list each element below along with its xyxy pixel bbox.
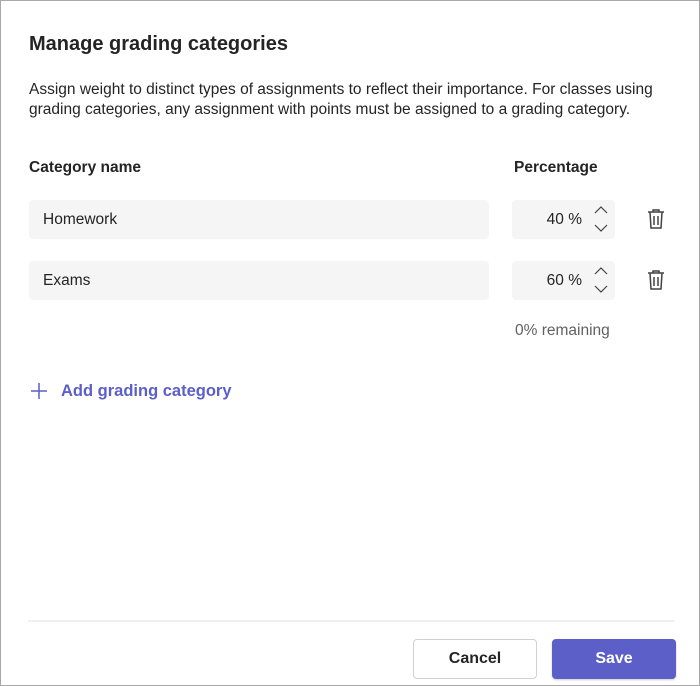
dialog-title: Manage grading categories: [29, 33, 288, 55]
delete-icon[interactable]: [646, 208, 666, 230]
percentage-value: 40 %: [546, 211, 582, 228]
divider: [28, 620, 675, 622]
percentage-stepper[interactable]: 60 %: [512, 261, 615, 300]
save-button[interactable]: Save: [552, 639, 676, 679]
add-grading-category-button[interactable]: Add grading category: [29, 381, 232, 401]
chevron-down-icon[interactable]: [593, 282, 609, 296]
delete-icon[interactable]: [646, 269, 666, 291]
add-label: Add grading category: [61, 381, 232, 400]
remaining-text: 0% remaining: [515, 322, 610, 339]
category-name-input[interactable]: Exams: [29, 261, 489, 300]
plus-icon: [31, 383, 47, 399]
chevron-up-icon[interactable]: [593, 264, 609, 278]
cancel-button[interactable]: Cancel: [413, 639, 537, 679]
percentage-value: 60 %: [546, 272, 582, 289]
category-name-header: Category name: [29, 159, 141, 176]
chevron-down-icon[interactable]: [593, 221, 609, 235]
category-name-input[interactable]: Homework: [29, 200, 489, 239]
dialog-description: Assign weight to distinct types of assig…: [29, 81, 653, 118]
chevron-up-icon[interactable]: [593, 203, 609, 217]
percentage-stepper[interactable]: 40 %: [512, 200, 615, 239]
percentage-header: Percentage: [514, 159, 598, 176]
